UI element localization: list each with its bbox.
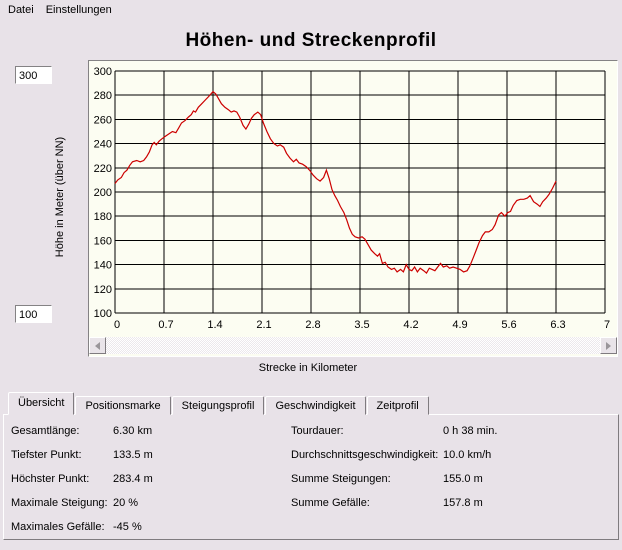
y-tick-label: 100	[94, 308, 112, 320]
y-tick-label: 300	[94, 66, 112, 78]
stat-label: Durchschnittsgeschwindigkeit:	[291, 449, 439, 461]
y-tick-label: 200	[94, 187, 112, 199]
menu-bar: Datei Einstellungen	[0, 0, 622, 19]
x-tick-label: 1.4	[207, 319, 222, 331]
stat-value: 157.8 m	[443, 497, 483, 509]
stat-row: Maximales Gefälle: -45 %	[11, 521, 153, 545]
stat-value: -45 %	[113, 521, 142, 533]
x-tick-label: 5.6	[501, 319, 516, 331]
x-tick-label: 4.2	[403, 319, 418, 331]
stat-label: Gesamtlänge:	[11, 425, 80, 437]
x-tick-label: 2.1	[256, 319, 271, 331]
y-max-input[interactable]	[15, 66, 52, 84]
scroll-left-button[interactable]	[89, 337, 106, 354]
scroll-left-arrow-icon	[95, 341, 100, 350]
y-min-input[interactable]	[15, 305, 52, 323]
menu-item-datei[interactable]: Datei	[8, 3, 34, 16]
stat-value: 20 %	[113, 497, 139, 509]
stat-row: Gesamtlänge: 6.30 km	[11, 425, 153, 449]
stat-label: Maximale Steigung:	[11, 497, 108, 509]
stat-value: 155.0 m	[443, 473, 483, 485]
tab-zeitprofil[interactable]: Zeitprofil	[366, 396, 429, 415]
elevation-line	[114, 90, 557, 275]
h-scrollbar[interactable]	[89, 337, 617, 354]
tab-geschwindigkeit[interactable]: Geschwindigkeit	[265, 396, 366, 415]
tab-bersicht[interactable]: Übersicht	[8, 392, 75, 415]
x-tick-label: 3.5	[354, 319, 369, 331]
tab-strip: Übersicht Positionsmarke Steigungsprofil Ge…	[8, 392, 430, 415]
stat-label: Summe Steigungen:	[291, 473, 391, 485]
tab-steigungsprofil[interactable]: Steigungsprofil	[171, 396, 265, 415]
x-tick-label: 2.8	[305, 319, 320, 331]
page-title: Höhen- und Streckenprofil	[185, 30, 437, 51]
y-tick-label: 220	[94, 163, 112, 175]
stat-value: 133.5 m	[113, 449, 153, 461]
stat-label: Tourdauer:	[291, 425, 344, 437]
x-axis-label: Strecke in Kilometer	[258, 362, 358, 374]
y-tick-label: 240	[94, 139, 112, 151]
x-tick-label: 0.7	[158, 319, 173, 331]
scroll-right-button[interactable]	[600, 337, 617, 354]
overview-tab-page: Gesamtlänge: 6.30 km Tiefster Punkt: 133.5 …	[3, 414, 619, 540]
chart-panel: 0 0.7 1.4 2.1 2.8 3.5 4.2 4.9 5.6 6.3 7 100 120 140 16…	[88, 60, 618, 357]
stat-value: 283.4 m	[113, 473, 153, 485]
stats-column-left: Gesamtlänge: 6.30 km Tiefster Punkt: 133.5 …	[11, 425, 153, 545]
stat-value: 0 h 38 min.	[443, 425, 498, 437]
stat-value: 10.0 km/h	[443, 449, 492, 461]
stat-label: Höchster Punkt:	[11, 473, 90, 485]
stat-value: 6.30 km	[113, 425, 153, 437]
stat-row: Maximale Steigung: 20 %	[11, 497, 153, 521]
y-tick-label: 180	[94, 211, 112, 223]
stat-row: Tiefster Punkt: 133.5 m	[11, 449, 153, 473]
y-tick-label: 280	[94, 90, 112, 102]
stat-label: Tiefster Punkt:	[11, 449, 82, 461]
x-tick-label: 4.9	[452, 319, 467, 331]
stats-column-right: Tourdauer: 0 h 38 min. Durchschnittsgeschw…	[291, 425, 497, 521]
stat-label: Summe Gefälle:	[291, 497, 370, 509]
y-axis-label: Höhe in Meter (über NN)	[54, 136, 66, 258]
x-tick-label: 7	[604, 319, 610, 331]
stat-label: Maximales Gefälle:	[11, 521, 105, 533]
stat-row: Summe Steigungen: 155.0 m	[291, 473, 497, 497]
elevation-chart[interactable]: 0 0.7 1.4 2.1 2.8 3.5 4.2 4.9 5.6 6.3 7 100 120 140 16…	[89, 61, 617, 356]
x-tick-label: 0	[114, 319, 120, 331]
y-tick-label: 260	[94, 114, 112, 126]
x-tick-label: 6.3	[550, 319, 565, 331]
y-tick-label: 120	[94, 284, 112, 296]
stat-row: Tourdauer: 0 h 38 min.	[291, 425, 497, 449]
scroll-right-arrow-icon	[606, 341, 611, 350]
y-tick-label: 140	[94, 260, 112, 272]
menu-item-einstellungen[interactable]: Einstellungen	[45, 3, 112, 16]
tab-positionsmarke[interactable]: Positionsmarke	[75, 396, 171, 415]
stat-row: Durchschnittsgeschwindigkeit: 10.0 km/h	[291, 449, 497, 473]
stat-row: Summe Gefälle: 157.8 m	[291, 497, 497, 521]
y-tick-label: 160	[94, 235, 112, 247]
scrollbar-track[interactable]	[106, 337, 600, 354]
stat-row: Höchster Punkt: 283.4 m	[11, 473, 153, 497]
